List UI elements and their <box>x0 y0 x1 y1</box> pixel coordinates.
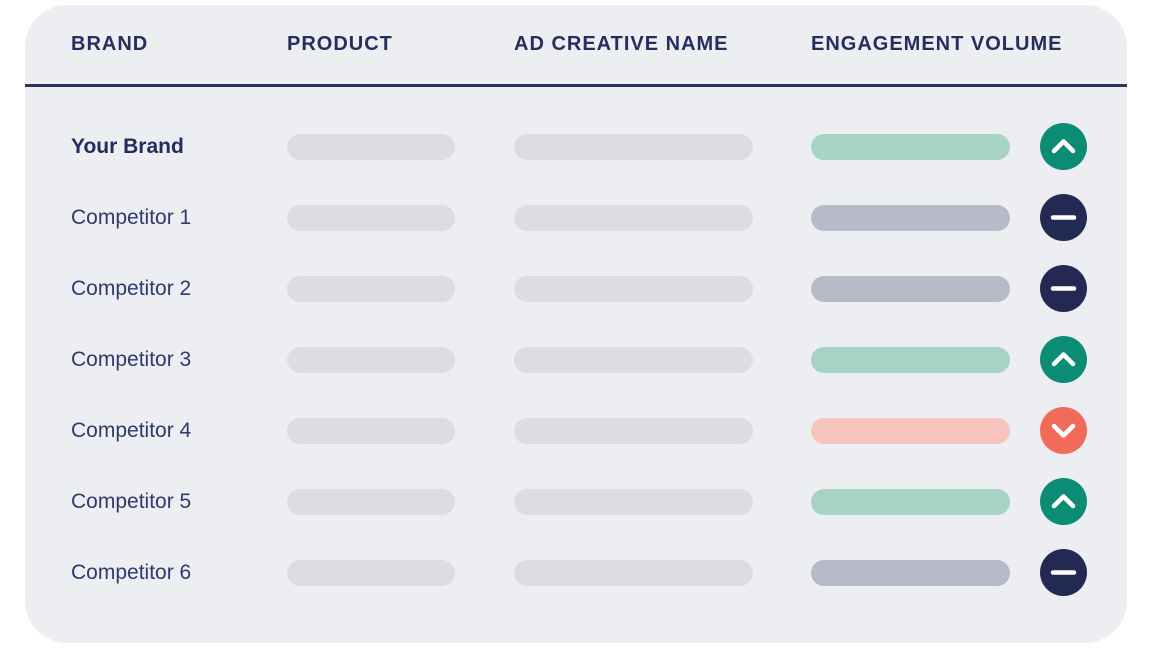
trend-indicator <box>1040 478 1087 525</box>
minus-icon <box>1050 286 1077 291</box>
brand-label: Competitor 5 <box>71 489 192 513</box>
column-header-engagement-volume: ENGAGEMENT VOLUME <box>811 33 1063 55</box>
table-row: Competitor 4 <box>25 395 1127 466</box>
trend-indicator <box>1040 407 1087 454</box>
trend-indicator <box>1040 549 1087 596</box>
table-row: Competitor 3 <box>25 324 1127 395</box>
brand-label: Your Brand <box>71 134 184 158</box>
product-placeholder <box>287 417 455 444</box>
minus-icon <box>1050 570 1077 575</box>
engagement-volume-bar <box>811 133 1010 160</box>
product-placeholder <box>287 275 455 302</box>
chevron-up-icon <box>1051 139 1076 154</box>
table-row: Your Brand <box>25 111 1127 182</box>
ad-creative-placeholder <box>514 559 753 586</box>
engagement-volume-bar <box>811 417 1010 444</box>
column-header-ad-creative-name: AD CREATIVE NAME <box>514 33 729 55</box>
brand-label: Competitor 1 <box>71 205 192 229</box>
ad-creative-placeholder <box>514 133 753 160</box>
table-row: Competitor 2 <box>25 253 1127 324</box>
engagement-volume-bar <box>811 346 1010 373</box>
ad-creative-placeholder <box>514 417 753 444</box>
brand-label: Competitor 3 <box>71 347 192 371</box>
minus-icon <box>1050 215 1077 220</box>
table-body: Your Brand Competitor 1 <box>25 87 1127 608</box>
trend-indicator <box>1040 336 1087 383</box>
trend-indicator <box>1040 265 1087 312</box>
brand-label: Competitor 2 <box>71 276 192 300</box>
product-placeholder <box>287 133 455 160</box>
chevron-up-icon <box>1051 494 1076 509</box>
ad-creative-placeholder <box>514 346 753 373</box>
table-header: BRAND PRODUCT AD CREATIVE NAME ENGAGEMEN… <box>25 5 1127 87</box>
column-header-brand: BRAND <box>71 33 149 55</box>
brand-label: Competitor 6 <box>71 560 192 584</box>
table-row: Competitor 1 <box>25 182 1127 253</box>
comparison-table-card: BRAND PRODUCT AD CREATIVE NAME ENGAGEMEN… <box>25 5 1127 643</box>
chevron-up-icon <box>1051 352 1076 367</box>
engagement-volume-bar <box>811 204 1010 231</box>
column-header-product: PRODUCT <box>287 33 393 55</box>
engagement-volume-bar <box>811 275 1010 302</box>
chevron-down-icon <box>1051 423 1076 438</box>
ad-creative-placeholder <box>514 204 753 231</box>
ad-creative-placeholder <box>514 275 753 302</box>
product-placeholder <box>287 559 455 586</box>
trend-indicator <box>1040 194 1087 241</box>
brand-label: Competitor 4 <box>71 418 192 442</box>
engagement-volume-bar <box>811 559 1010 586</box>
trend-indicator <box>1040 123 1087 170</box>
engagement-volume-bar <box>811 488 1010 515</box>
product-placeholder <box>287 346 455 373</box>
table-row: Competitor 5 <box>25 466 1127 537</box>
product-placeholder <box>287 204 455 231</box>
table-row: Competitor 6 <box>25 537 1127 608</box>
product-placeholder <box>287 488 455 515</box>
ad-creative-placeholder <box>514 488 753 515</box>
